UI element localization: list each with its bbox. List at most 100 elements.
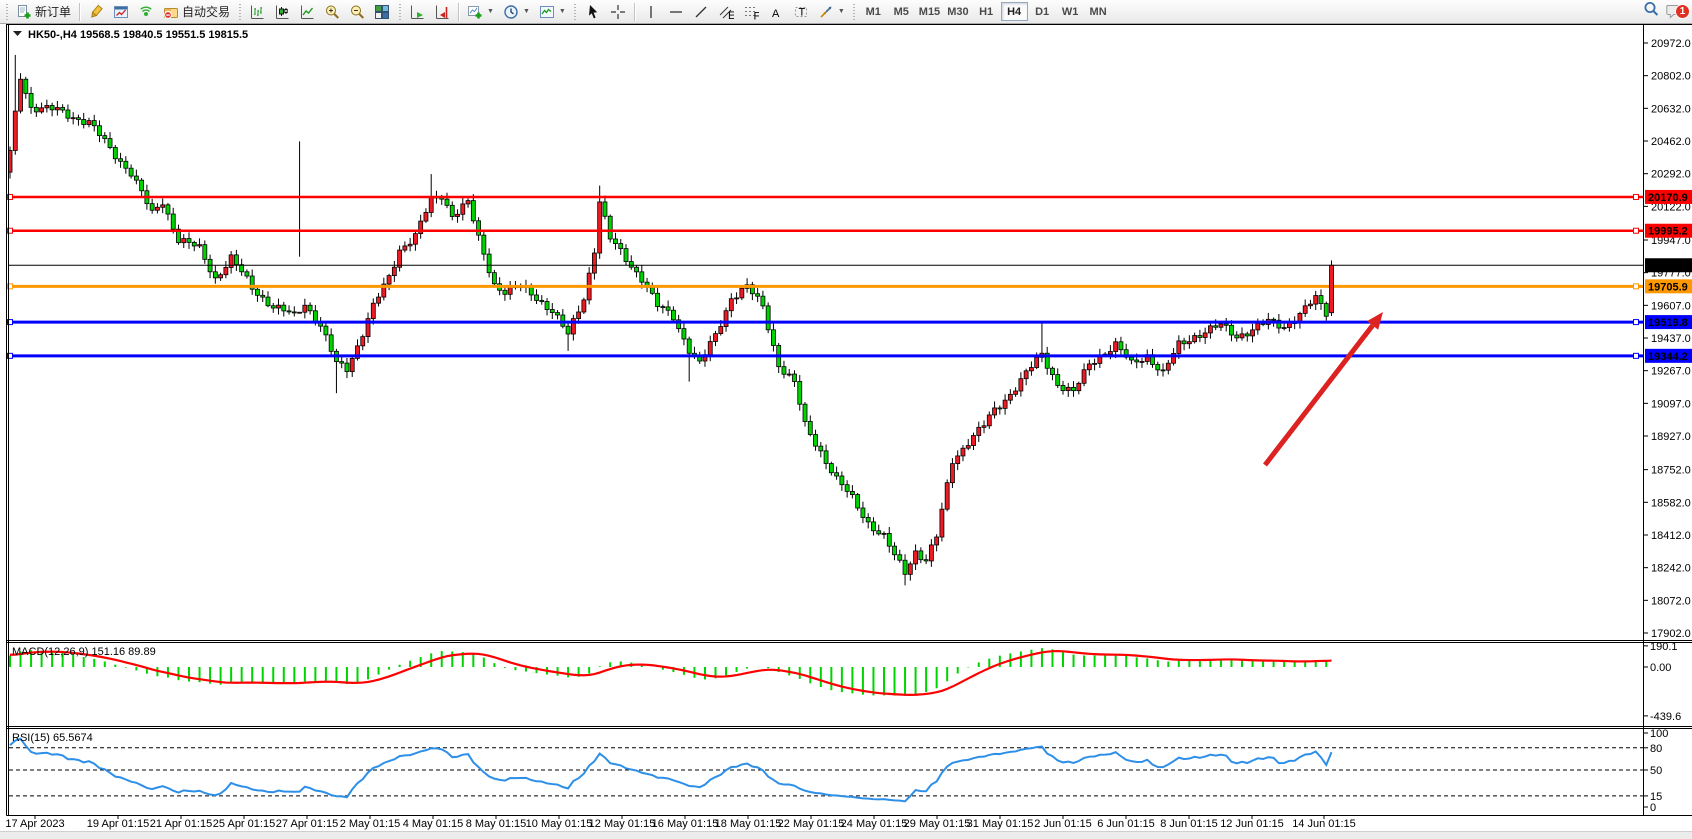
auto-scroll-icon [409,4,425,20]
svg-text:E: E [728,10,734,20]
equidistant-channel-button[interactable]: E [714,2,738,22]
horizontal-line-icon [668,4,684,20]
templates-button[interactable]: ▼ [535,2,570,22]
fibonacci-icon: F [743,4,759,20]
dropdown-caret: ▼ [837,8,845,15]
time-tick-label: 31 May 01:15 [967,818,1034,830]
toolbar-grip[interactable] [572,3,578,20]
price-tick-label: 20972.0 [1651,38,1691,50]
crosshair-button[interactable] [606,2,630,22]
price-axis[interactable]: 20972.0 20802.0 20632.0 20462.0 20292.0 20122… [1643,38,1691,814]
periods-button[interactable]: ▼ [499,2,534,22]
dropdown-caret: ▼ [487,8,494,15]
text-label-button[interactable]: T [789,2,813,22]
zoom-in-icon [324,4,340,20]
toolbar-grip[interactable] [851,3,857,20]
price-tag-label: 19519.8 [1648,317,1688,329]
time-tick-label: 10 May 01:15 [526,818,593,830]
horizontal-level-lines[interactable] [7,193,1644,359]
zoom-in-button[interactable] [320,2,344,22]
macd-label: MACD(12,26,9) 151.16 89.89 [12,646,156,658]
trendline-icon [693,4,709,20]
price-tick-label: 20462.0 [1651,136,1691,148]
candlestick-chart-icon [274,4,290,20]
chart-title: HK50-,H4 19568.5 19840.5 19551.5 19815.5 [28,29,248,41]
price-tick-label: 18072.0 [1651,595,1691,607]
price-tick-label: 18412.0 [1651,530,1691,542]
rsi-label: RSI(15) 65.5674 [12,732,93,744]
rsi-tick-label: 50 [1650,765,1662,777]
price-tick-label: 17902.0 [1651,628,1691,640]
chart-shift-button[interactable] [430,2,454,22]
auto-scroll-button[interactable] [405,2,429,22]
timeframe-m15-button[interactable]: M15 [916,2,943,21]
text-button[interactable]: A [764,2,788,22]
tile-windows-button[interactable] [370,2,394,22]
trend-arrow-annotation[interactable] [1263,312,1383,467]
zoom-out-button[interactable] [345,2,369,22]
macd-indicator [9,648,1332,697]
equidistant-channel-icon: E [718,4,734,20]
market-watch-button[interactable] [109,2,133,22]
timeframe-m5-button[interactable]: M5 [888,2,915,21]
autotrading-icon [163,4,179,20]
price-tag [1645,279,1692,294]
indicators-button[interactable]: ▼ [463,2,498,22]
main-toolbar: 新订单 自动交易 [0,0,1692,24]
rsi-tick-label: 80 [1650,743,1662,755]
autotrading-button[interactable]: 自动交易 [159,2,234,22]
rsi-tick-label: 0 [1650,802,1656,814]
price-tick-label: 19267.0 [1651,366,1691,378]
line-chart-icon [299,4,315,20]
vertical-line-button[interactable] [639,2,663,22]
bar-chart-button[interactable] [245,2,269,22]
arrows-icon [818,4,834,20]
price-tick-label: 18752.0 [1651,465,1691,477]
timeframe-m30-button[interactable]: M30 [944,2,971,21]
toolbar-grip[interactable] [397,3,403,20]
time-tick-label: 19 Apr 01:15 [87,818,149,830]
dropdown-caret: ▼ [522,8,530,15]
timeframe-h4-button[interactable]: H4 [1000,2,1028,21]
toolbar-grip[interactable] [4,3,9,20]
toolbar-grip[interactable] [237,3,243,20]
price-tag [1645,348,1692,363]
price-tags: 20170.9 19995.2 19815.5 19705.9 19519.8 19344… [1645,189,1692,363]
new-order-button[interactable]: 新订单 [12,2,75,22]
price-tick-label: 18582.0 [1651,497,1691,509]
time-tick-label: 8 May 01:15 [466,818,527,830]
chart-canvas[interactable]: 20972.0 20802.0 20632.0 20462.0 20292.0 20122… [0,24,1692,831]
periods-clock-icon [503,4,519,20]
toolbar-separator [458,2,460,21]
timeframe-d1-button[interactable]: D1 [1029,2,1056,21]
time-tick-label: 21 Apr 01:15 [150,818,212,830]
candlestick-chart-button[interactable] [270,2,294,22]
time-tick-label: 2 May 01:15 [340,818,401,830]
search-icon[interactable] [1642,0,1660,23]
time-tick-label: 29 May 01:15 [904,818,971,830]
panel-labels: HK50-,H4 19568.5 19840.5 19551.5 19815.5… [12,29,248,744]
price-tag-label: 19995.2 [1648,226,1688,238]
timeframe-w1-button[interactable]: W1 [1057,2,1084,21]
line-chart-button[interactable] [295,2,319,22]
macd-tick-label: 0.00 [1650,662,1671,674]
price-tag [1645,223,1692,238]
candlestick-series [9,54,1329,586]
price-tag [1645,258,1692,273]
price-tag-label: 19705.9 [1648,281,1688,293]
time-axis[interactable]: 17 Apr 2023 19 Apr 01:15 21 Apr 01:15 25 Ap… [5,815,1356,830]
fibonacci-button[interactable]: F [739,2,763,22]
arrows-button[interactable]: ▼ [814,2,849,22]
timeframe-h1-button[interactable]: H1 [973,2,1000,21]
price-tag [1645,189,1692,204]
cursor-button[interactable] [581,2,605,22]
notifications-button[interactable]: 1 [1666,3,1689,21]
timeframe-mn-button[interactable]: MN [1085,2,1112,21]
metaeditor-button[interactable] [84,2,108,22]
horizontal-line-button[interactable] [664,2,688,22]
price-tick-label: 19097.0 [1651,398,1691,410]
signals-button[interactable] [134,2,158,22]
time-tick-label: 8 Jun 01:15 [1160,818,1218,830]
timeframe-m1-button[interactable]: M1 [860,2,887,21]
trendline-button[interactable] [689,2,713,22]
